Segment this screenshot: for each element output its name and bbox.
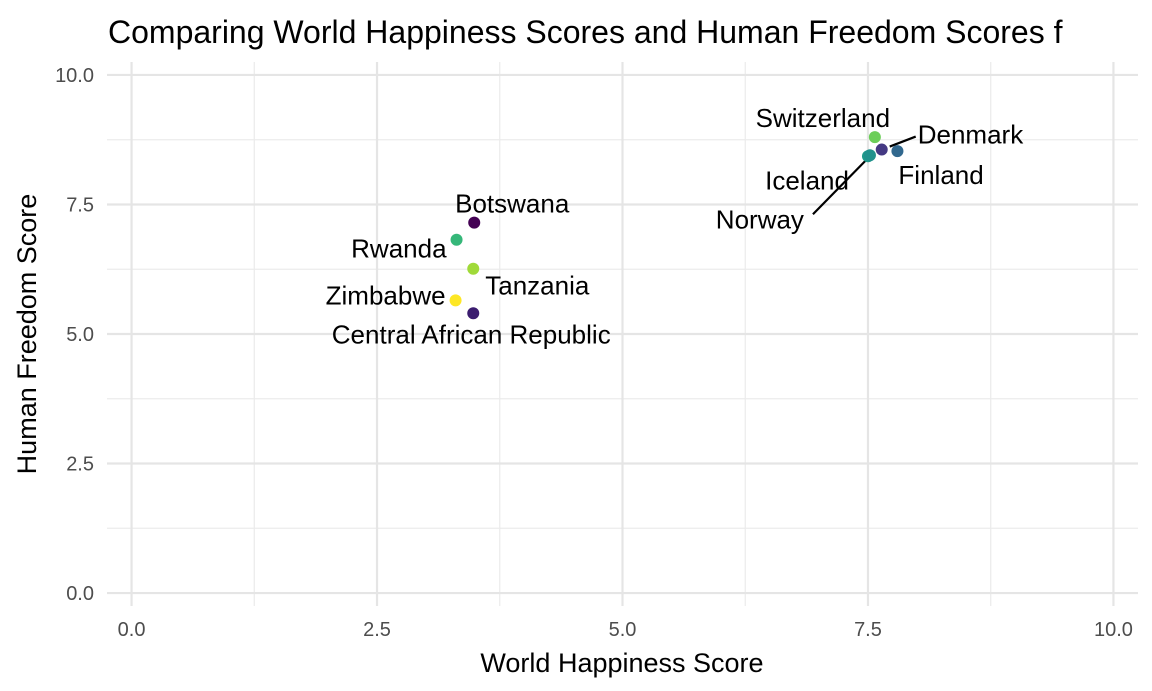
label-rwanda: Rwanda [351,234,447,264]
point-tanzania [467,262,480,275]
leader-norway [812,158,868,216]
point-zimbabwe [449,294,462,307]
x-tick-label: 7.5 [854,619,882,641]
y-tick-label: 2.5 [66,454,94,476]
label-leaders [812,135,917,216]
point-norway [863,149,876,162]
leader-denmark [889,135,917,148]
label-finland: Finland [898,160,983,190]
y-tick-label: 7.5 [66,194,94,216]
tick-labels: 0.0 2.5 5.0 7.5 10.0 0.0 2.5 5.0 7.5 10.0 [55,65,1133,641]
label-switzerland: Switzerland [756,103,890,133]
label-iceland: Iceland [765,165,849,195]
y-tick-label: 0.0 [66,583,94,605]
point-botswana [468,216,481,229]
label-tanzania: Tanzania [485,271,590,301]
x-tick-label: 5.0 [609,619,637,641]
data-points [449,131,904,320]
x-axis-title: World Happiness Score [480,648,763,678]
point-rwanda [450,233,463,246]
point-denmark [875,143,888,156]
label-central-african-republic: Central African Republic [332,319,611,349]
y-tick-label: 5.0 [66,324,94,346]
y-tick-label: 10.0 [55,65,94,87]
point-switzerland [868,131,881,144]
point-finland [891,145,904,158]
x-tick-label: 0.0 [118,619,146,641]
label-zimbabwe: Zimbabwe [326,280,446,310]
label-denmark: Denmark [918,120,1024,150]
label-norway: Norway [716,204,804,234]
point-labels: Botswana Rwanda Tanzania Zimbabwe Central Af… [326,103,1025,349]
y-axis-title: Human Freedom Score [12,194,42,475]
label-botswana: Botswana [455,189,570,219]
x-tick-label: 2.5 [363,619,391,641]
x-tick-label: 10.0 [1094,619,1133,641]
point-central-african-republic [467,307,480,320]
chart-title: Comparing World Happiness Scores and Hum… [108,14,1063,50]
